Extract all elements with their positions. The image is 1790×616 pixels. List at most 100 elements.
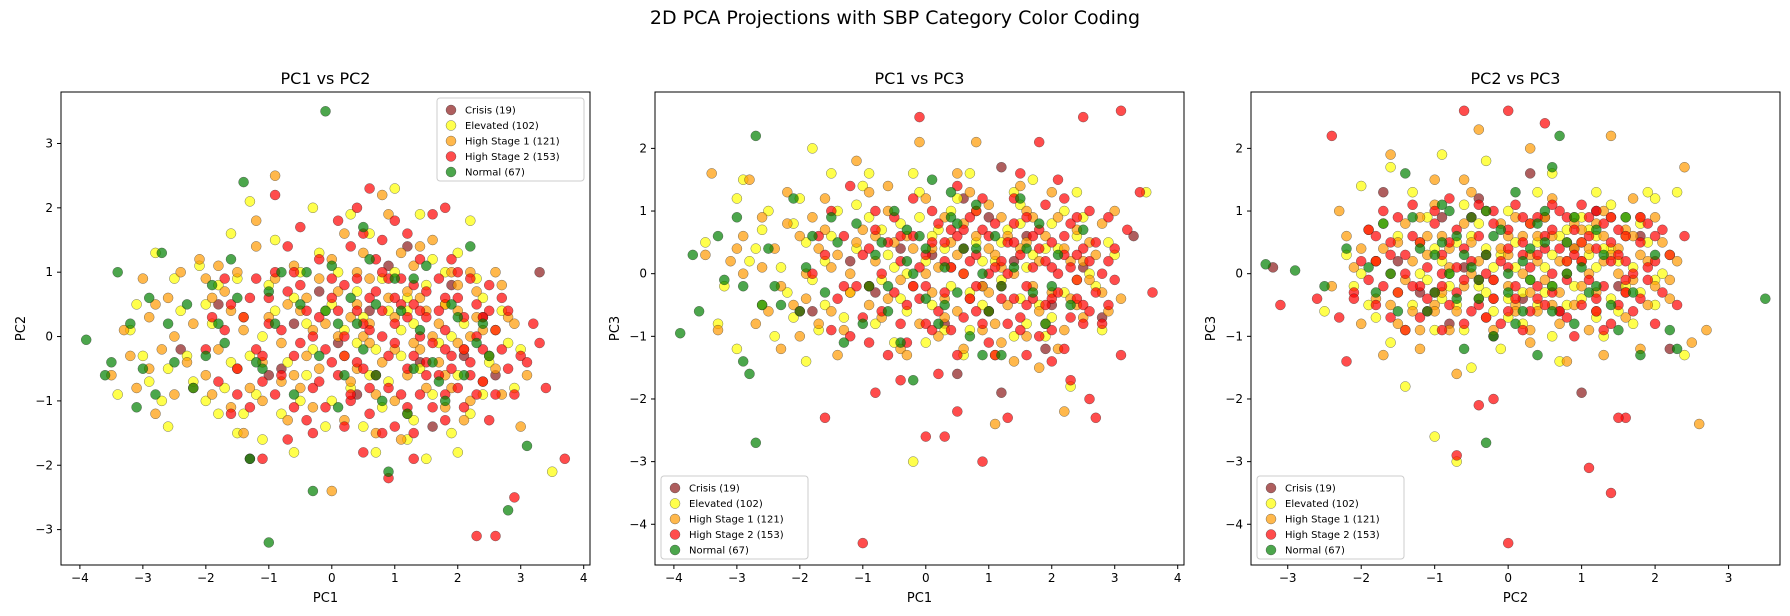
scatter-point <box>332 402 344 413</box>
scatter-point <box>1021 280 1032 292</box>
scatter-point <box>939 262 950 273</box>
scatter-point <box>700 237 711 248</box>
scatter-point <box>788 312 799 323</box>
y-axis-label: PC3 <box>1204 316 1219 341</box>
scatter-point <box>977 255 988 267</box>
scatter-point <box>1084 393 1095 405</box>
scatter-point <box>1539 274 1551 286</box>
scatter-point <box>427 357 438 368</box>
scatter-point <box>515 350 526 362</box>
scatter-point <box>832 293 843 304</box>
scatter-point <box>826 168 837 179</box>
scatter-point <box>1370 230 1382 242</box>
scatter-point <box>1407 199 1418 211</box>
scatter-point <box>502 363 514 374</box>
scatter-point <box>870 387 881 398</box>
x-tick-label: 2 <box>1048 571 1056 585</box>
scatter-point <box>1613 324 1624 336</box>
scatter-point <box>1429 249 1440 261</box>
scatter-point <box>446 331 457 342</box>
scatter-point <box>863 337 875 348</box>
scatter-point <box>257 434 268 445</box>
scatter-point <box>427 254 438 265</box>
scatter-point <box>307 331 319 342</box>
y-tick-label: −1 <box>35 394 53 408</box>
scatter-point <box>1458 343 1470 355</box>
legend-label: Crisis (19) <box>1285 484 1336 495</box>
scatter-point <box>920 318 932 330</box>
scatter-point <box>282 241 293 252</box>
scatter-point <box>1033 306 1045 317</box>
scatter-point <box>313 311 325 323</box>
y-tick-label: 1 <box>1235 204 1243 218</box>
scatter-point <box>807 212 818 223</box>
scatter-point <box>819 249 831 261</box>
scatter-point <box>851 199 862 211</box>
scatter-point <box>370 447 382 458</box>
scatter-point <box>446 254 457 265</box>
legend-label: Normal (67) <box>689 546 749 557</box>
scatter-point <box>1576 199 1587 211</box>
scatter-point <box>1436 324 1448 336</box>
scatter-point <box>188 318 199 329</box>
x-tick-label: −4 <box>665 571 683 585</box>
legend-marker <box>1265 544 1277 556</box>
scatter-point <box>358 447 369 458</box>
scatter-point <box>1480 268 1492 279</box>
scatter-point <box>1008 356 1020 367</box>
scatter-point <box>232 292 243 304</box>
scatter-point <box>1532 349 1543 361</box>
scatter-point <box>807 306 818 317</box>
scatter-point <box>1046 312 1058 323</box>
x-tick-label: 1 <box>985 571 993 585</box>
scatter-point <box>156 395 168 407</box>
scatter-point <box>926 299 938 311</box>
scatter-point <box>509 318 520 329</box>
scatter-point <box>1363 262 1374 273</box>
scatter-point <box>832 237 843 248</box>
scatter-point <box>1370 287 1382 298</box>
scatter-point <box>1502 268 1514 279</box>
y-tick-label: −2 <box>35 458 53 472</box>
scatter-point <box>763 205 774 217</box>
legend-label: High Stage 1 (121) <box>1285 515 1380 526</box>
scatter-point <box>1517 268 1529 279</box>
scatter-point <box>1021 331 1032 342</box>
scatter-point <box>414 254 426 265</box>
scatter-point <box>313 286 325 297</box>
scatter-point <box>1561 255 1573 267</box>
scatter-point <box>1635 212 1646 223</box>
scatter-point <box>206 389 218 400</box>
scatter-point <box>1077 318 1089 330</box>
x-tick-label: −3 <box>1279 571 1297 585</box>
scatter-point <box>1147 287 1158 298</box>
scatter-point <box>483 305 495 317</box>
scatter-point <box>301 414 312 426</box>
scatter-point <box>920 280 932 292</box>
scatter-point <box>964 255 976 267</box>
scatter-point <box>276 266 287 278</box>
scatter-point <box>1576 262 1587 273</box>
scatter-point <box>1546 331 1558 342</box>
scatter-point <box>351 305 363 317</box>
scatter-point <box>964 186 976 198</box>
scatter-point <box>257 453 268 465</box>
scatter-point <box>1319 306 1330 317</box>
scatter-point <box>756 224 768 236</box>
scatter-point <box>851 280 862 292</box>
scatter-point <box>465 395 476 407</box>
scatter-point <box>1649 230 1661 242</box>
scatter-point <box>1071 274 1083 286</box>
scatter-point <box>200 369 212 381</box>
scatter-point <box>996 161 1007 173</box>
scatter-point <box>1657 237 1668 248</box>
scatter-point <box>907 268 919 279</box>
scatter-point <box>433 273 445 284</box>
legend-label: Crisis (19) <box>465 106 516 117</box>
scatter-point <box>1422 274 1433 286</box>
scatter-point <box>1502 105 1514 117</box>
scatter-point <box>339 331 350 342</box>
scatter-point <box>1128 230 1139 242</box>
scatter-point <box>1385 161 1396 173</box>
y-tick-label: 0 <box>1235 267 1243 281</box>
